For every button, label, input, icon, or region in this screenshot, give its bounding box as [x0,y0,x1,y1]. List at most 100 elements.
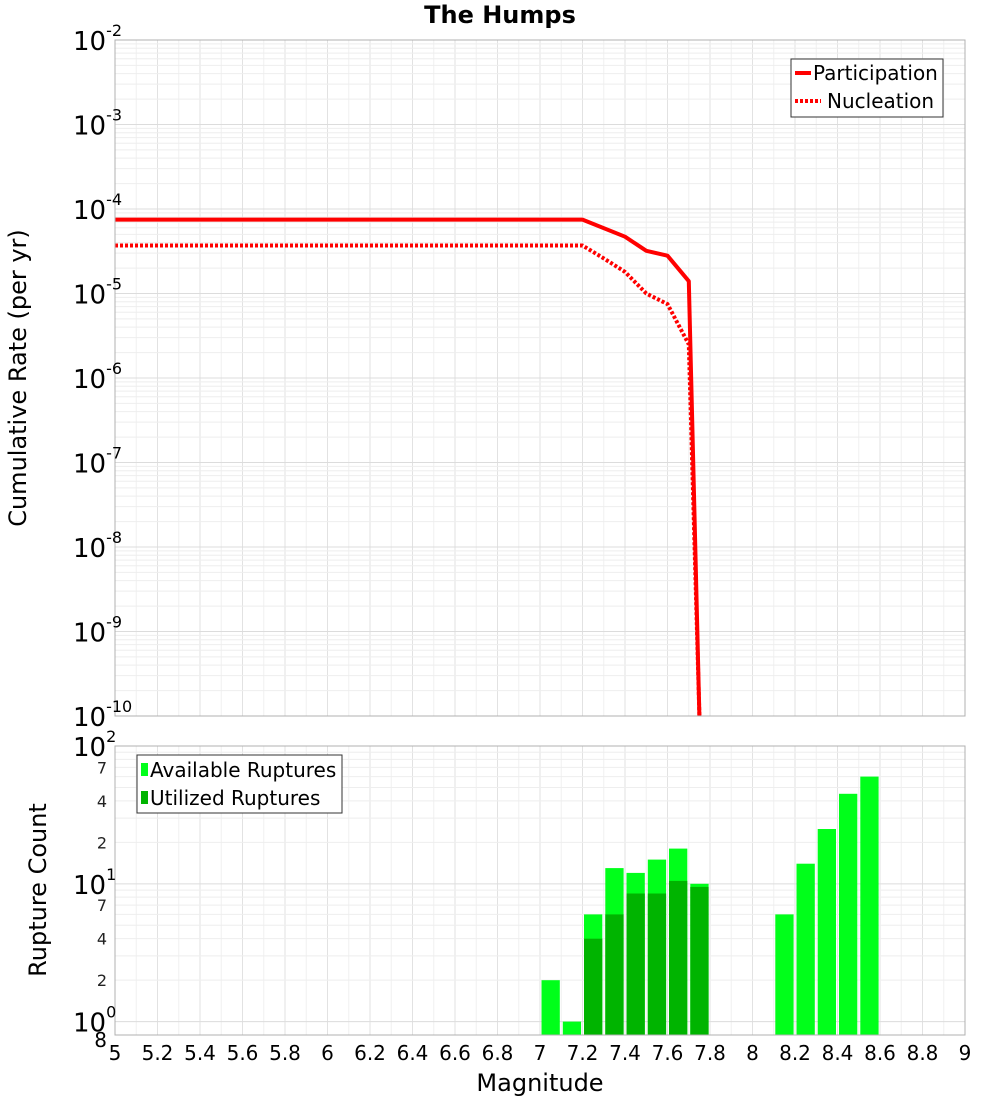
rate-y-tick-exponent: -6 [106,359,122,378]
x-tick-label: 8.6 [864,1041,896,1065]
nucleation-line [115,243,702,717]
x-tick-label: 6.2 [354,1041,386,1065]
available-ruptures-bar [775,914,794,1035]
utilized-ruptures-bar [669,880,688,1035]
rupture-y-tick-exponent: 2 [106,727,116,746]
utilized-ruptures-bar [690,886,709,1035]
available-ruptures-legend-label: Available Ruptures [150,758,336,782]
rate-y-tick-label: 10-9 [73,613,122,649]
rate-y-tick-exponent: -8 [106,528,122,547]
available-ruptures-bar [562,1021,582,1035]
rate-legend-box [790,58,944,118]
x-tick-label: 5 [109,1041,122,1065]
rupture-y-minor-tick-label: 4 [97,792,107,811]
rupture-y-tick-base: 10 [73,1009,106,1039]
rate-y-tick-exponent: -4 [106,190,122,209]
rupture-plot-frame [114,745,966,1036]
x-tick-label: 5.6 [227,1041,259,1065]
rupture-plot-y-axis-label: Rupture Count [24,803,52,977]
rate-y-tick-label: 10-4 [73,190,122,226]
rate-y-tick-base: 10 [73,281,106,311]
rate-y-tick-base: 10 [73,365,106,395]
x-tick-label: 7.2 [567,1041,599,1065]
rupture-y-minor-tick-label: 2 [97,833,107,852]
rupture-y-major-tick-label: 102 [73,727,116,763]
x-tick-label: 6.4 [397,1041,429,1065]
rupture-y-minor-tick-label: 2 [97,971,107,990]
x-tick-label: 5.4 [184,1041,216,1065]
rate-y-tick-base: 10 [73,196,106,226]
x-tick-label: 7.6 [652,1041,684,1065]
rupture-y-major-tick-label: 101 [73,865,116,901]
available-ruptures-bar [817,829,836,1035]
rate-y-tick-exponent: -10 [106,697,132,716]
rupture-plot-x-ticks: 5 5.2 5.4 5.6 5.8 6 6.2 6.4 6.6 6.8 7 7.2 7.4 7.6 7.8 8… [109,1041,972,1065]
rate-y-tick-label: 10-7 [73,444,122,480]
x-tick-label: 5.2 [142,1041,174,1065]
rate-y-tick-exponent: -5 [106,275,122,294]
rate-y-tick-base: 10 [73,27,106,57]
x-tick-label: 7.8 [694,1041,726,1065]
x-tick-label: 6 [321,1041,334,1065]
rate-plot-y-ticks: 10-210-310-410-510-610-710-810-910-10 [73,21,132,733]
nucleation-legend-label: Nucleation [827,89,934,113]
x-tick-label: 6.6 [439,1041,471,1065]
rate-y-tick-exponent: -7 [106,444,122,463]
rate-y-tick-base: 10 [73,703,106,733]
utilized-ruptures-bar [647,893,667,1035]
x-axis-label: Magnitude [476,1069,603,1097]
rate-plot-frame [114,39,966,717]
rupture-y-minor-tick-label: 4 [97,930,107,949]
x-tick-label: 7.4 [609,1041,641,1065]
available-ruptures-legend-swatch [141,763,148,776]
participation-line [115,217,702,717]
x-tick-label: 8.2 [779,1041,811,1065]
x-tick-label: 8.8 [907,1041,939,1065]
rate-plot-grid [114,40,966,717]
rupture-y-minor-tick-label: 8 [94,1028,107,1052]
rupture-y-tick-base: 10 [73,871,106,901]
x-tick-label: 6.8 [482,1041,514,1065]
x-tick-label: 8.4 [822,1041,854,1065]
utilized-ruptures-bars [584,880,709,1035]
available-ruptures-bar [839,793,858,1035]
utilized-ruptures-legend-label: Utilized Ruptures [150,786,320,810]
rate-plot-legend: Participation Nucleation [790,58,944,118]
utilized-ruptures-bar [605,914,624,1035]
utilized-ruptures-bar [626,893,645,1035]
rupture-y-tick-exponent: 1 [106,865,116,884]
available-ruptures-bar [796,863,815,1035]
rate-y-tick-label: 10-5 [73,275,122,311]
x-tick-label: 5.8 [269,1041,301,1065]
available-ruptures-bar [860,776,879,1035]
available-ruptures-bar [541,980,560,1035]
rupture-y-minor-tick-label: 7 [97,896,107,915]
utilized-ruptures-bar [584,938,603,1035]
rate-y-tick-label: 10-10 [73,697,132,733]
chart-title: The Humps [424,1,576,29]
rate-y-tick-label: 10-2 [73,21,122,57]
rate-plot-series [115,217,702,717]
rate-y-tick-base: 10 [73,450,106,480]
x-tick-label: 7 [534,1041,547,1065]
rate-y-tick-label: 10-8 [73,528,122,564]
rate-y-tick-base: 10 [73,534,106,564]
x-tick-label: 8 [746,1041,759,1065]
rate-plot-y-axis-label: Cumulative Rate (per yr) [4,229,32,527]
rupture-y-minor-tick-label: 7 [97,758,107,777]
rate-y-tick-base: 10 [73,112,106,142]
rate-y-tick-base: 10 [73,619,106,649]
x-tick-label: 9 [959,1041,972,1065]
rate-plot-panel: 10-210-310-410-510-610-710-810-910-10 Cu… [4,21,966,733]
rupture-y-tick-exponent: 0 [106,1003,116,1022]
rate-y-tick-exponent: -3 [106,106,122,125]
utilized-ruptures-legend-swatch [141,791,148,804]
rupture-y-tick-base: 10 [73,733,106,763]
rupture-y-major-tick-label: 100 [73,1003,116,1039]
rupture-legend-box [136,754,343,814]
rupture-plot-legend: Available Ruptures Utilized Ruptures [136,754,343,814]
participation-legend-label: Participation [813,61,938,85]
rate-y-tick-exponent: -2 [106,21,122,40]
